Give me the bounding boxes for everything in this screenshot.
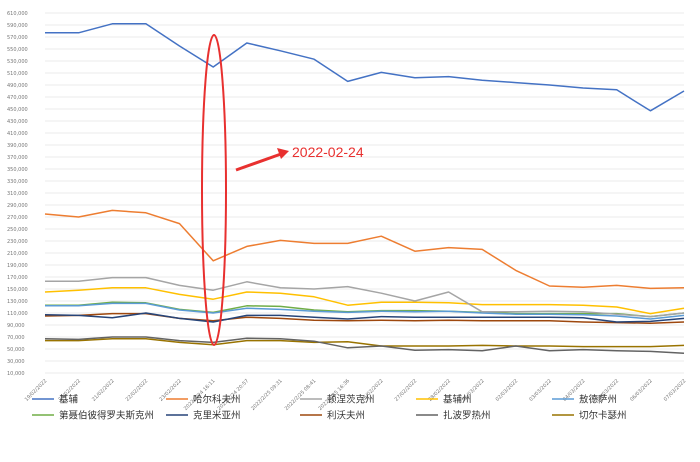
y-tick-label: 10,000: [7, 371, 25, 377]
annotation-arrow-shaft: [235, 152, 282, 172]
y-tick-label: 70,000: [7, 335, 25, 341]
y-tick-label: 230,000: [7, 239, 28, 245]
series-line: [44, 209, 685, 290]
x-tick-label: 27/02/2022: [394, 378, 419, 403]
x-tick-label: 2022/2/25 08:41: [284, 378, 318, 412]
legend-label: 第聂伯彼得罗夫斯克州: [59, 410, 154, 422]
legend-label: 克里米亚州: [193, 410, 241, 422]
series-lines: [44, 23, 685, 354]
y-tick-label: 610,000: [7, 11, 28, 17]
series-line: [45, 302, 685, 320]
x-tick-label: 07/03/2022: [663, 378, 688, 403]
y-tick-label: 510,000: [7, 71, 28, 77]
y-tick-label: 350,000: [7, 167, 28, 173]
series-line: [44, 287, 685, 315]
annotation-label: 2022-02-24: [292, 144, 364, 160]
y-tick-label: 110,000: [7, 311, 28, 317]
y-tick-label: 430,000: [7, 119, 28, 125]
legend-label: 基辅州: [443, 394, 472, 406]
y-tick-label: 490,000: [7, 83, 28, 89]
y-tick-label: 470,000: [7, 95, 28, 101]
y-tick-label: 90,000: [7, 323, 25, 329]
y-tick-label: 410,000: [7, 131, 28, 137]
x-tick-label: 02/03/2022: [495, 378, 520, 403]
y-tick-label: 590,000: [7, 23, 28, 29]
y-tick-label: 450,000: [7, 107, 28, 113]
y-tick-label: 50,000: [7, 347, 25, 353]
y-tick-label: 370,000: [7, 155, 28, 161]
legend-label: 利沃夫州: [327, 410, 365, 422]
y-tick-label: 170,000: [7, 275, 28, 281]
y-tick-label: 570,000: [7, 35, 28, 41]
y-tick-label: 30,000: [7, 359, 25, 365]
annotation-group: 2022-02-24: [201, 34, 364, 346]
legend-label: 敖德萨州: [579, 394, 617, 406]
x-tick-label: 2022/2/25 09:31: [250, 378, 284, 412]
x-tick-label: 22/02/2022: [125, 378, 150, 403]
legend-label: 哈尔科夫州: [193, 394, 241, 406]
y-tick-label: 150,000: [7, 287, 28, 293]
legend-label: 扎波罗热州: [443, 410, 491, 422]
series-line: [45, 338, 685, 348]
series-line: [44, 336, 685, 354]
x-tick-label: 03/03/2022: [528, 378, 553, 403]
series-line: [44, 312, 685, 323]
y-tick-label: 210,000: [7, 251, 28, 257]
x-tick-label: 06/03/2022: [629, 378, 654, 403]
legend-label: 切尔卡瑟州: [579, 410, 627, 422]
y-tick-label: 330,000: [7, 179, 28, 185]
y-tick-label: 130,000: [7, 299, 28, 305]
y-tick-label: 310,000: [7, 191, 28, 197]
y-tick-label: 190,000: [7, 263, 28, 269]
grid-lines: [45, 12, 684, 374]
y-tick-label: 530,000: [7, 59, 28, 65]
series-line: [45, 276, 685, 318]
series-line: [45, 23, 685, 112]
x-tick-label: 21/02/2022: [91, 378, 116, 403]
y-tick-label: 390,000: [7, 143, 28, 149]
annotation-arrow-head: [277, 148, 289, 159]
y-tick-label: 270,000: [7, 215, 28, 221]
y-axis-ticks: 10,000 30,000 50,000 70,000 90,000 110,000 130…: [7, 11, 28, 377]
y-tick-label: 290,000: [7, 203, 28, 209]
highlight-ellipse: [201, 34, 227, 346]
y-tick-label: 550,000: [7, 47, 28, 53]
y-tick-label: 250,000: [7, 227, 28, 233]
legend-label: 顿涅茨克州: [327, 394, 375, 406]
legend-label: 基辅: [59, 394, 79, 406]
